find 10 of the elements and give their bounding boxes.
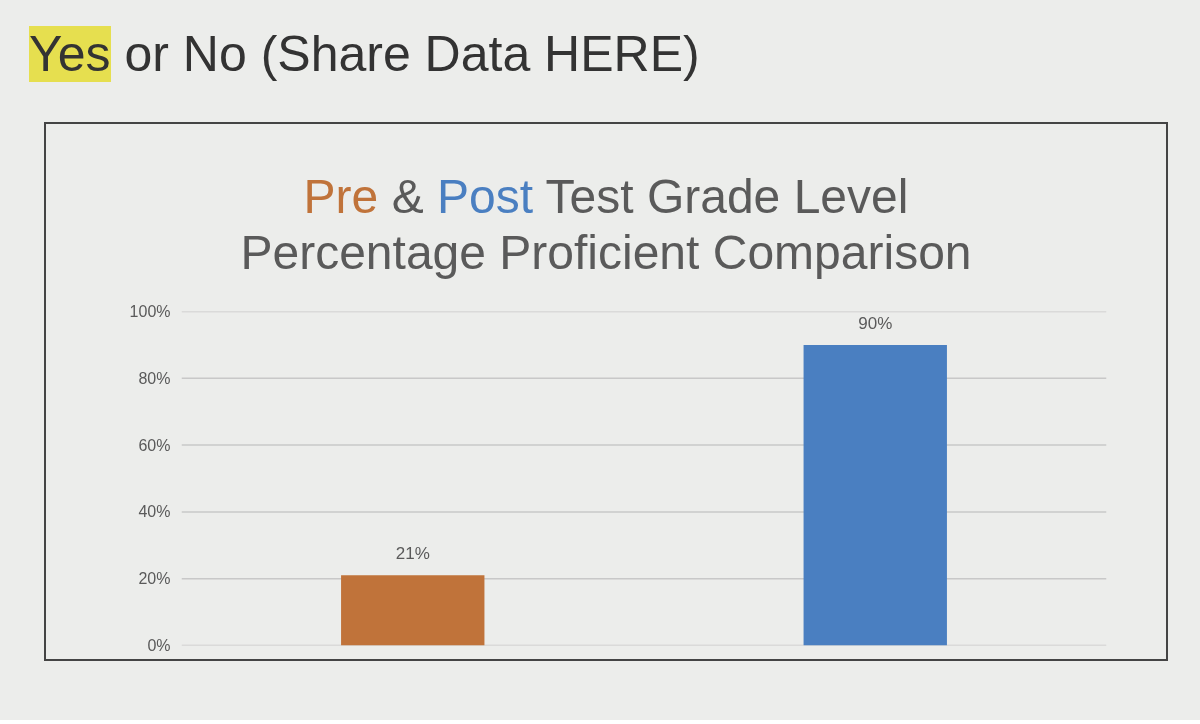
y-tick-label: 20% (138, 570, 171, 588)
text: Yes or No (Share Data HERE) (29, 25, 700, 84)
data-label: 90% (858, 313, 893, 333)
y-tick-label: 0% (147, 637, 171, 654)
y-tick-label: 100% (129, 303, 171, 320)
y-tick-label: 60% (138, 436, 171, 454)
y-tick-label: 80% (138, 369, 171, 387)
y-tick-label: 40% (138, 503, 171, 521)
chart-title: Pre & Post Test Grade Level Percentage Proficient Comparison (240, 170, 972, 279)
data-label: 21% (395, 544, 430, 564)
